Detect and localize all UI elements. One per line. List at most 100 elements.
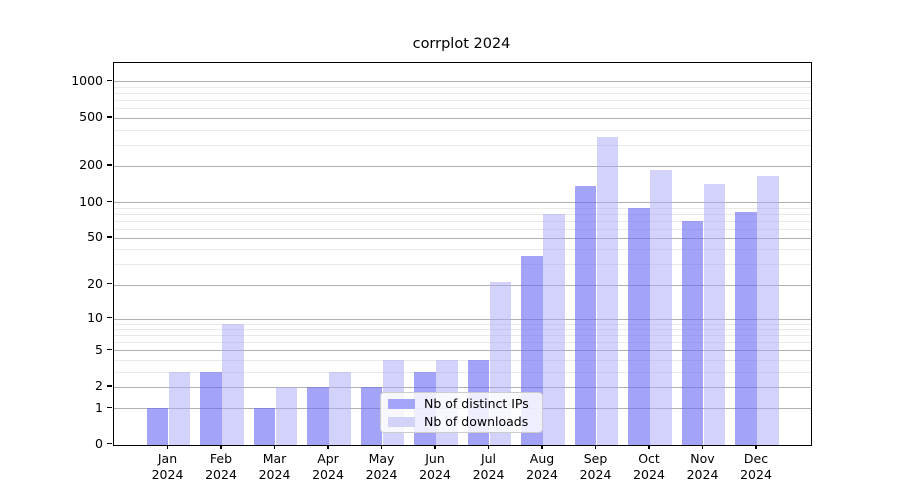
y-tick-mark-2 <box>107 385 112 387</box>
minor-gridline-300 <box>114 144 811 146</box>
bar-ips-dec-2024 <box>735 212 757 445</box>
bar-downloads-feb-2024 <box>222 323 244 445</box>
minor-gridline-6 <box>114 342 811 344</box>
bar-downloads-mar-2024 <box>275 386 298 445</box>
major-gridline-50 <box>114 237 811 239</box>
minor-gridline-3 <box>114 371 811 373</box>
major-gridline-1000 <box>114 81 811 83</box>
minor-gridline-60 <box>114 228 811 230</box>
y-tick-label-1: 1 <box>95 399 103 415</box>
bar-downloads-nov-2024 <box>703 183 726 445</box>
bar-ips-may-2024 <box>360 386 383 445</box>
x-tick-mark-oct-2024 <box>648 445 650 449</box>
x-tick-label-jan-2024: Jan 2024 <box>151 451 184 482</box>
minor-gridline-8 <box>114 329 811 330</box>
bar-downloads-dec-2024 <box>757 175 779 445</box>
bar-ips-apr-2024 <box>307 386 329 445</box>
minor-gridline-9 <box>114 323 811 325</box>
y-tick-mark-1000 <box>107 79 112 82</box>
bar-downloads-oct-2024 <box>650 169 672 445</box>
x-tick-label-apr-2024: Apr 2024 <box>312 451 344 482</box>
y-tick-label-1000: 1000 <box>71 72 103 88</box>
x-tick-label-oct-2024: Oct 2024 <box>633 451 665 482</box>
x-tick-mark-feb-2024 <box>220 445 222 449</box>
bar-ips-jan-2024 <box>146 408 169 445</box>
major-gridline-5 <box>114 350 811 352</box>
x-tick-label-mar-2024: Mar 2024 <box>258 451 291 482</box>
major-gridline-10 <box>114 318 811 320</box>
y-tick-label-0: 0 <box>95 436 103 451</box>
minor-gridline-400 <box>114 129 811 131</box>
minor-gridline-30 <box>114 264 811 265</box>
x-tick-label-sep-2024: Sep 2024 <box>579 451 612 482</box>
legend-swatch-distinct-ips <box>388 398 415 409</box>
y-tick-label-2: 2 <box>95 378 103 394</box>
x-tick-mark-jul-2024 <box>487 445 490 449</box>
bar-ips-mar-2024 <box>253 408 276 445</box>
y-tick-label-50: 50 <box>87 229 103 245</box>
bar-downloads-aug-2024 <box>543 213 565 445</box>
y-tick-label-10: 10 <box>87 310 103 325</box>
x-tick-label-aug-2024: Aug 2024 <box>526 451 558 482</box>
y-tick-mark-500 <box>107 116 112 118</box>
legend-swatch-downloads <box>388 416 415 427</box>
x-tick-label-nov-2024: Nov 2024 <box>686 451 719 482</box>
x-tick-label-may-2024: May 2024 <box>365 451 398 482</box>
legend-label-downloads: Nb of downloads <box>424 414 529 429</box>
y-tick-mark-10 <box>107 317 112 319</box>
legend-item-distinct-ips: Nb of distinct IPs <box>381 396 542 411</box>
x-tick-label-jul-2024: Jul 2024 <box>472 451 505 482</box>
major-gridline-200 <box>114 165 811 167</box>
minor-gridline-900 <box>114 87 811 88</box>
minor-gridline-90 <box>114 207 811 209</box>
legend-label-distinct-ips: Nb of distinct IPs <box>424 396 529 411</box>
minor-gridline-600 <box>114 108 811 110</box>
bar-ips-oct-2024 <box>628 207 650 445</box>
y-tick-mark-20 <box>107 283 112 285</box>
major-gridline-500 <box>114 117 811 119</box>
x-tick-mark-nov-2024 <box>701 445 704 449</box>
y-tick-label-500: 500 <box>79 109 103 125</box>
x-tick-mark-may-2024 <box>380 445 383 449</box>
bar-downloads-jan-2024 <box>168 371 191 445</box>
minor-gridline-80 <box>114 213 811 215</box>
y-tick-label-100: 100 <box>79 193 103 209</box>
x-tick-mark-aug-2024 <box>541 445 543 449</box>
major-gridline-20 <box>114 284 811 286</box>
minor-gridline-4 <box>114 359 811 361</box>
y-tick-mark-5 <box>107 348 112 351</box>
x-tick-mark-mar-2024 <box>273 445 276 449</box>
y-tick-mark-200 <box>107 164 112 166</box>
chart-title: corrplot 2024 <box>412 36 511 52</box>
legend: Nb of distinct IPs Nb of downloads <box>380 392 543 433</box>
x-tick-mark-sep-2024 <box>594 445 597 449</box>
bar-downloads-apr-2024 <box>329 371 351 445</box>
bar-downloads-sep-2024 <box>596 136 619 445</box>
x-tick-mark-jan-2024 <box>166 445 169 449</box>
y-tick-mark-1 <box>107 406 112 408</box>
x-tick-label-dec-2024: Dec 2024 <box>740 451 772 482</box>
major-gridline-2 <box>114 386 811 388</box>
minor-gridline-70 <box>114 220 811 222</box>
major-gridline-100 <box>114 202 811 203</box>
legend-item-downloads: Nb of downloads <box>381 414 542 429</box>
bar-ips-nov-2024 <box>681 220 704 445</box>
minor-gridline-700 <box>114 100 811 102</box>
y-tick-mark-0 <box>107 443 112 445</box>
y-tick-label-20: 20 <box>87 276 103 291</box>
x-tick-mark-jun-2024 <box>434 445 436 449</box>
plot-area: Nb of distinct IPs Nb of downloads <box>113 62 812 446</box>
x-tick-label-feb-2024: Feb 2024 <box>205 451 237 482</box>
bar-ips-feb-2024 <box>200 371 222 445</box>
minor-gridline-800 <box>114 93 811 95</box>
minor-gridline-40 <box>114 249 811 251</box>
x-tick-mark-apr-2024 <box>327 445 329 449</box>
minor-gridline-7 <box>114 335 811 337</box>
x-tick-label-jun-2024: Jun 2024 <box>419 451 451 482</box>
x-tick-mark-dec-2024 <box>755 445 757 449</box>
bar-ips-sep-2024 <box>574 186 597 445</box>
y-tick-label-200: 200 <box>79 157 103 173</box>
y-tick-label-5: 5 <box>95 341 103 357</box>
y-tick-mark-50 <box>107 236 112 238</box>
